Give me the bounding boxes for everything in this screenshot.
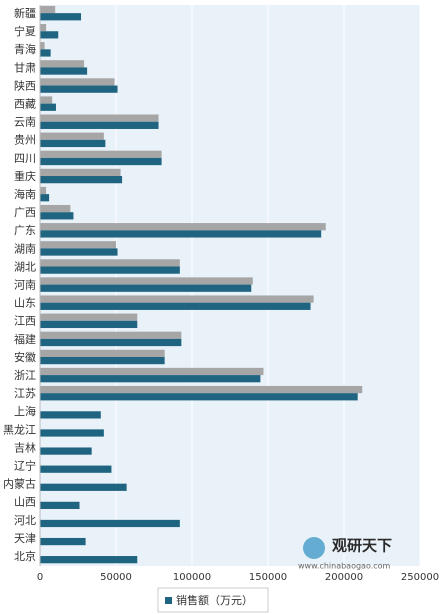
y-tick-label: 天津 [14, 532, 36, 545]
y-tick-label: 江苏 [14, 387, 36, 400]
y-tick-label: 江西 [14, 315, 36, 328]
bar [40, 277, 253, 285]
legend-label: 销售额（万元） [176, 593, 253, 607]
bar [40, 24, 47, 32]
y-tick-label: 四川 [14, 152, 36, 165]
y-tick-label: 辽宁 [14, 458, 36, 472]
bar [40, 78, 115, 86]
x-tick-label: 50000 [100, 572, 132, 583]
x-tick-label: 150000 [249, 572, 287, 583]
bar [40, 60, 85, 68]
bar [40, 338, 182, 347]
y-tick-label: 内蒙古 [3, 477, 36, 491]
watermark-name: 观研天下 [332, 537, 392, 555]
y-tick-label: 河北 [14, 514, 36, 527]
bar [40, 356, 165, 365]
bar [40, 411, 101, 419]
y-tick-label: 贵州 [14, 134, 36, 147]
watermark: 观研天下 www.chinabaogao.com [298, 537, 392, 571]
bar [40, 429, 104, 437]
watermark-url: www.chinabaogao.com [298, 562, 391, 571]
y-tick-label: 山西 [14, 496, 36, 509]
bar [40, 465, 112, 473]
bar [40, 150, 162, 158]
y-tick-label: 河南 [14, 279, 36, 292]
bar [40, 248, 118, 256]
bar [40, 447, 92, 455]
bar [40, 96, 53, 104]
y-tick-label: 海南 [14, 187, 36, 201]
watermark-logo [303, 537, 325, 559]
bar [40, 49, 51, 57]
bar [40, 393, 358, 401]
bar [40, 194, 50, 202]
bar [40, 186, 47, 195]
bar [40, 230, 322, 238]
bar [40, 67, 88, 75]
bar [40, 5, 56, 14]
legend-box [157, 587, 269, 613]
y-tick-label: 浙江 [14, 369, 36, 382]
bar [40, 139, 106, 148]
y-tick-label: 上海 [14, 404, 36, 418]
bar [40, 519, 180, 528]
bar [40, 483, 127, 491]
bar [40, 157, 162, 166]
legend-swatch [165, 597, 172, 604]
bar [40, 114, 159, 122]
bar [40, 121, 159, 129]
bar [40, 13, 82, 21]
bar [40, 349, 165, 357]
bar [40, 375, 261, 383]
bar [40, 176, 123, 184]
y-tick-label: 西藏 [14, 98, 36, 111]
bar [40, 266, 180, 274]
bar [40, 223, 326, 231]
y-tick-label: 广西 [14, 206, 36, 219]
bar [40, 31, 59, 39]
y-tick-label: 安徽 [14, 350, 36, 364]
y-tick-label: 福建 [14, 332, 36, 346]
bar [40, 259, 180, 267]
y-tick-label: 陕西 [14, 78, 36, 92]
bar [40, 320, 138, 329]
x-tick-label: 200000 [325, 572, 363, 583]
bar [40, 132, 104, 140]
bar [40, 313, 138, 321]
y-tick-label: 甘肃 [14, 61, 36, 74]
y-tick-label: 新疆 [14, 6, 36, 20]
bar [40, 241, 116, 249]
bar [40, 204, 71, 213]
x-tick-label: 250000 [401, 572, 439, 583]
bar [40, 501, 80, 509]
y-tick-label: 广东 [14, 224, 36, 237]
y-tick-label: 青海 [14, 42, 36, 56]
bar [40, 367, 264, 376]
x-tick-label: 100000 [173, 572, 211, 583]
bar [40, 295, 314, 303]
bar [40, 302, 311, 310]
bar [40, 556, 138, 564]
bar [40, 168, 121, 177]
x-tick-label: 0 [37, 572, 43, 583]
y-tick-label: 吉林 [14, 440, 36, 454]
bar [40, 331, 182, 339]
bar [40, 385, 363, 394]
bar [40, 284, 252, 292]
bar [40, 85, 118, 93]
y-tick-label: 北京 [14, 549, 36, 563]
bar [40, 212, 74, 220]
y-tick-label: 湖北 [14, 260, 36, 273]
y-tick-label: 重庆 [14, 169, 36, 183]
y-tick-label: 山东 [14, 297, 36, 310]
y-tick-label: 宁夏 [14, 24, 36, 38]
y-tick-label: 黑龙江 [3, 423, 36, 436]
bar [40, 537, 86, 546]
y-tick-label: 湖南 [14, 242, 36, 255]
y-tick-label: 云南 [14, 116, 36, 129]
bar [40, 42, 45, 50]
bar [40, 103, 56, 111]
